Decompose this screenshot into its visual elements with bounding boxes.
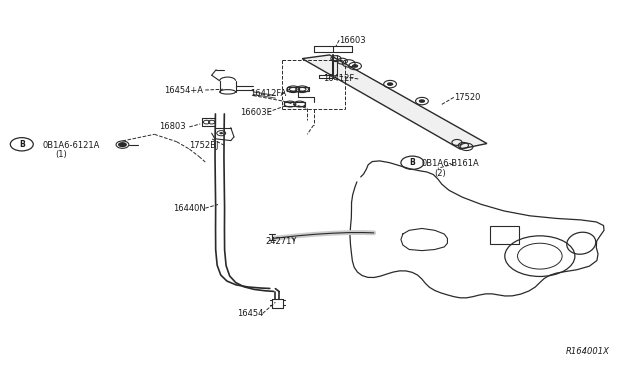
Text: 0B1A6-B161A: 0B1A6-B161A (422, 159, 480, 169)
Circle shape (419, 99, 425, 103)
Text: 16454+A: 16454+A (164, 86, 203, 94)
Text: 16412F: 16412F (323, 74, 355, 83)
Text: (1): (1) (56, 150, 67, 159)
Text: B: B (19, 140, 25, 149)
Text: 1752BJ: 1752BJ (189, 141, 219, 150)
Text: 24271Y: 24271Y (266, 237, 297, 246)
Text: B: B (410, 158, 415, 167)
Circle shape (387, 82, 394, 86)
Text: 16412FA: 16412FA (250, 89, 286, 98)
Text: 16803: 16803 (159, 122, 186, 131)
Text: R164001X: R164001X (566, 347, 610, 356)
Text: 16603E: 16603E (241, 108, 272, 117)
Circle shape (352, 64, 358, 68)
Text: 17520: 17520 (454, 93, 480, 102)
Text: 16440N: 16440N (173, 203, 206, 213)
Text: (2): (2) (435, 169, 447, 177)
Text: 16603: 16603 (339, 36, 365, 45)
Circle shape (118, 142, 127, 147)
Text: 0B1A6-6121A: 0B1A6-6121A (43, 141, 100, 150)
Text: 16454: 16454 (237, 309, 264, 318)
Polygon shape (302, 55, 487, 149)
Circle shape (220, 132, 223, 134)
